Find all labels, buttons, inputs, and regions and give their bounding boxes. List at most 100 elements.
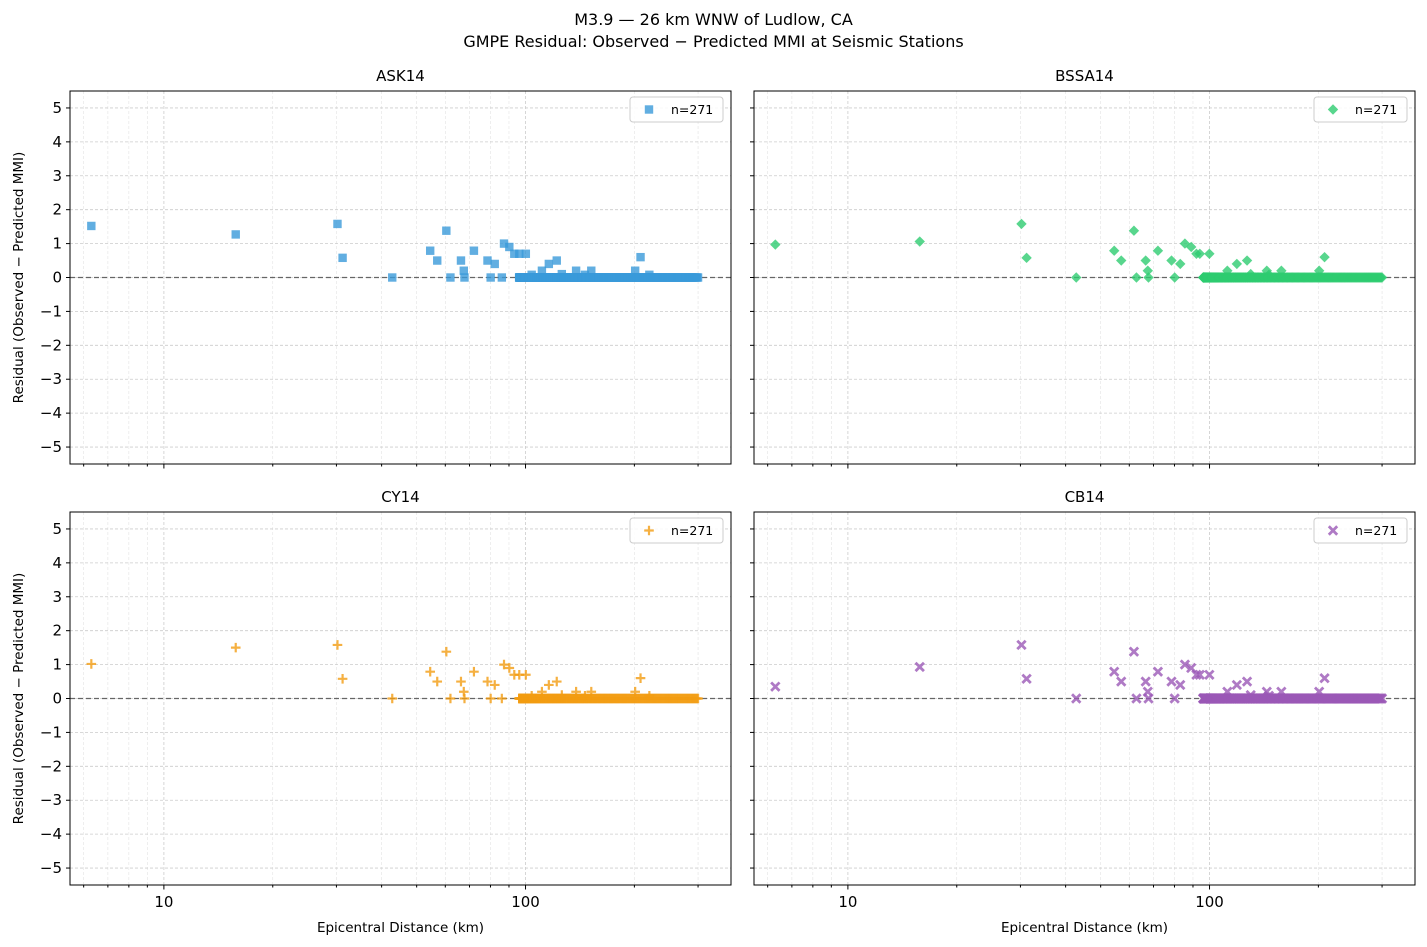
y-tick-label: 1 (52, 656, 62, 674)
data-point (509, 669, 520, 680)
data-point (1376, 693, 1388, 704)
y-tick-label: 3 (52, 167, 62, 185)
y-tick-label: −1 (40, 723, 62, 741)
data-point (1152, 666, 1164, 677)
data-point (1143, 693, 1154, 704)
y-tick-label: −1 (40, 302, 62, 320)
y-tick-label: −5 (40, 859, 62, 877)
data-point (635, 673, 646, 683)
legend-marker (644, 525, 654, 536)
data-point (587, 266, 596, 275)
y-tick-label: −4 (40, 404, 62, 422)
x-tick-label: 10 (838, 893, 857, 911)
legend: n=271 (629, 517, 724, 544)
data-point (469, 666, 479, 677)
data-point (1108, 245, 1120, 256)
data-point (1016, 639, 1027, 651)
y-tick-label: 3 (52, 588, 62, 606)
data-point (1021, 252, 1032, 264)
data-point (1204, 248, 1215, 259)
data-point (337, 674, 348, 684)
x-tick-label: 100 (1195, 893, 1224, 911)
data-point (1191, 669, 1202, 680)
data-point (456, 676, 466, 687)
data-point (459, 693, 470, 704)
data-points (86, 640, 703, 704)
data-point (636, 252, 645, 262)
data-point (1319, 672, 1330, 684)
panel-title: CY14 (381, 488, 419, 506)
panel-title: CB14 (1065, 488, 1105, 506)
data-point (1071, 693, 1082, 704)
legend: n=271 (629, 96, 724, 123)
data-point (1021, 673, 1032, 685)
data-point (521, 249, 531, 258)
data-point (521, 669, 531, 680)
data-point (1128, 225, 1140, 236)
panel-bssa14: BSSA14 n=271 (750, 67, 1416, 469)
data-point (1116, 255, 1127, 266)
y-tick-label: −3 (40, 370, 62, 388)
data-point (1128, 646, 1140, 657)
data-point (458, 686, 469, 697)
data-point (497, 273, 507, 282)
data-point (586, 686, 597, 697)
data-point (504, 663, 515, 673)
y-tick-label: 0 (52, 269, 62, 287)
data-point (1169, 693, 1180, 704)
data-points (770, 218, 1388, 283)
data-point (630, 686, 640, 697)
data-point (1016, 218, 1027, 230)
x-tick-label: 10 (154, 893, 173, 911)
data-point (1131, 272, 1142, 283)
data-point (432, 676, 443, 687)
data-point (1194, 248, 1206, 259)
data-point (1194, 669, 1205, 680)
data-point (499, 239, 509, 248)
data-point (544, 259, 554, 269)
y-tick-label: −2 (40, 757, 62, 775)
figure-subtitle: GMPE Residual: Observed − Predicted MMI … (463, 32, 964, 51)
data-point (489, 680, 500, 690)
data-point (456, 256, 466, 265)
data-point (914, 236, 925, 247)
x-tick-label: 100 (511, 893, 540, 911)
data-point (1140, 255, 1151, 266)
y-tick-label: 2 (52, 622, 62, 640)
legend-label: n=271 (1355, 102, 1397, 117)
data-point (1109, 666, 1120, 677)
data-point (482, 676, 493, 687)
panel-ask14: 5 4 3 2 1 0 −1 −2 −3 −4 −5 ASK14 Residual (Observed … (11, 67, 732, 469)
data-point (333, 219, 342, 229)
data-point (1166, 676, 1177, 687)
data-point (1179, 659, 1191, 670)
data-point (497, 693, 507, 704)
y-tick-label: 5 (52, 520, 62, 538)
legend-label: n=271 (671, 523, 713, 538)
data-point (230, 642, 241, 653)
data-point (425, 666, 435, 677)
data-point (87, 221, 96, 231)
data-point (537, 686, 547, 697)
grid (70, 91, 731, 464)
panel-title: BSSA14 (1055, 67, 1114, 85)
data-point (1131, 693, 1142, 704)
data-point (1140, 676, 1151, 687)
data-point (1152, 245, 1164, 256)
data-point (551, 676, 562, 687)
data-point (1143, 272, 1154, 283)
data-point (441, 646, 452, 657)
data-point (338, 253, 347, 263)
data-point (693, 273, 703, 282)
legend-label: n=271 (1355, 523, 1397, 538)
data-point (433, 256, 442, 265)
y-tick-label: 5 (52, 99, 62, 117)
data-point (86, 659, 97, 669)
x-axis-label: Epicentral Distance (km) (317, 920, 484, 936)
data-point (505, 242, 514, 252)
data-point (515, 249, 524, 258)
data-point (1241, 676, 1253, 687)
data-point (1319, 251, 1330, 263)
data-point (485, 693, 496, 704)
